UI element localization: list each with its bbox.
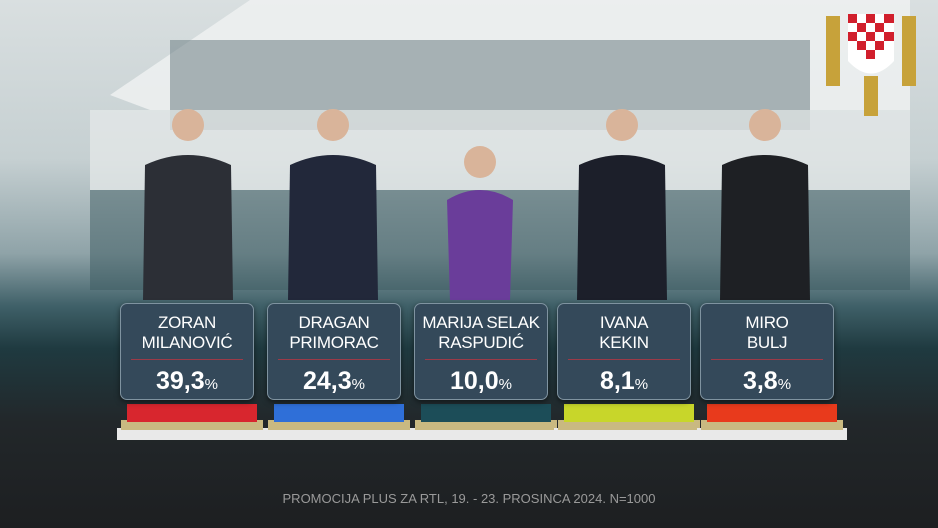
bar-pedestal bbox=[554, 398, 704, 440]
data-label: 3,8% bbox=[701, 367, 833, 396]
name-line: RASPUDIĆ bbox=[438, 333, 524, 352]
pedestal-base bbox=[697, 428, 847, 440]
pedestal-base bbox=[264, 428, 414, 440]
name-line: PRIMORAC bbox=[289, 333, 379, 352]
name-line: ZORAN bbox=[157, 313, 216, 332]
candidate-photo bbox=[278, 0, 388, 300]
candidate-name: ZORAN MILANOVIĆ bbox=[121, 313, 253, 355]
candidate-photo bbox=[133, 0, 243, 300]
source-note: PROMOCIJA PLUS ZA RTL, 19. - 23. PROSINC… bbox=[282, 491, 656, 506]
value: 3,8 bbox=[742, 367, 778, 395]
data-label: 10,0% bbox=[415, 367, 547, 396]
bar-pedestal bbox=[264, 398, 414, 440]
percent-sign: % bbox=[498, 376, 512, 393]
bar-pedestal bbox=[117, 398, 267, 440]
pedestal-gold bbox=[558, 420, 700, 430]
candidate-card: ZORAN MILANOVIĆ 39,3% bbox=[120, 303, 254, 400]
bar bbox=[274, 404, 404, 422]
bar bbox=[127, 404, 257, 422]
pedestal-gold bbox=[701, 420, 843, 430]
divider bbox=[131, 359, 243, 360]
candidate-card: DRAGAN PRIMORAC 24,3% bbox=[267, 303, 401, 400]
pedestal-gold bbox=[268, 420, 410, 430]
candidate-card: MARIJA SELAK RASPUDIĆ 10,0% bbox=[414, 303, 548, 400]
candidate-photo bbox=[710, 0, 820, 300]
crest-icon bbox=[826, 6, 916, 118]
divider bbox=[711, 359, 823, 360]
bar-pedestal bbox=[411, 398, 561, 440]
bar-pedestal bbox=[697, 398, 847, 440]
pedestal-base bbox=[117, 428, 267, 440]
name-line: MARIJA SELAK bbox=[422, 313, 540, 332]
percent-sign: % bbox=[777, 376, 792, 393]
value: 39,3 bbox=[155, 367, 205, 395]
candidate-name: DRAGAN PRIMORAC bbox=[268, 313, 400, 355]
candidate-name: MARIJA SELAK RASPUDIĆ bbox=[415, 313, 547, 355]
value: 8,1 bbox=[599, 367, 635, 395]
pedestal-base bbox=[411, 428, 561, 440]
data-label: 8,1% bbox=[558, 367, 690, 396]
divider bbox=[568, 359, 680, 360]
name-line: MILANOVIĆ bbox=[141, 333, 233, 352]
percent-sign: % bbox=[351, 376, 365, 393]
pedestal-gold bbox=[415, 420, 557, 430]
value: 10,0 bbox=[449, 367, 499, 395]
bar bbox=[564, 404, 694, 422]
value: 24,3 bbox=[302, 367, 352, 395]
pedestal-gold bbox=[121, 420, 263, 430]
data-label: 24,3% bbox=[268, 367, 400, 396]
candidate-name: IVANA KEKIN bbox=[558, 313, 690, 355]
divider bbox=[425, 359, 537, 360]
name-line: MIRO bbox=[745, 313, 789, 332]
name-line: IVANA bbox=[599, 313, 649, 332]
percent-sign: % bbox=[634, 376, 649, 393]
candidate-name: MIRO BULJ bbox=[701, 313, 833, 355]
candidate-card: IVANA KEKIN 8,1% bbox=[557, 303, 691, 400]
pedestal-base bbox=[554, 428, 704, 440]
name-line: DRAGAN bbox=[298, 313, 370, 332]
candidate-photo bbox=[425, 0, 535, 300]
bar bbox=[421, 404, 551, 422]
name-line: KEKIN bbox=[599, 333, 649, 352]
candidate-card: MIRO BULJ 3,8% bbox=[700, 303, 834, 400]
divider bbox=[278, 359, 390, 360]
percent-sign: % bbox=[204, 376, 218, 393]
data-label: 39,3% bbox=[121, 367, 253, 396]
name-line: BULJ bbox=[746, 333, 788, 352]
bar bbox=[707, 404, 837, 422]
candidate-photo bbox=[567, 0, 677, 300]
